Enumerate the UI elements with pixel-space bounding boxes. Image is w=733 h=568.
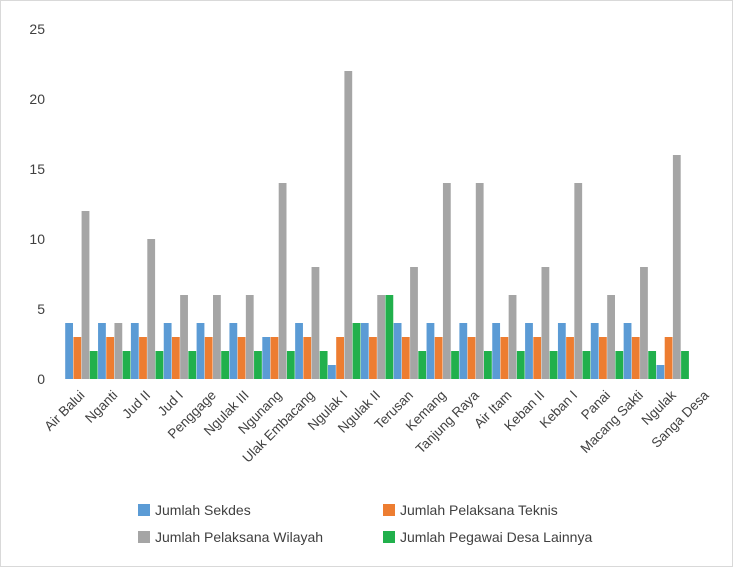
bar [130,323,139,379]
bar [393,323,402,379]
bar [360,323,369,379]
bar [492,323,501,379]
bar [648,351,657,379]
bar [401,337,410,379]
bar [344,71,353,379]
bar [434,337,443,379]
bar [623,323,632,379]
bar [262,337,271,379]
bar [73,337,82,379]
bar [237,337,246,379]
legend-label: Jumlah Pelaksana Wilayah [155,529,323,545]
bar [640,267,648,379]
bar [516,351,525,379]
bar [188,351,197,379]
legend: Jumlah Sekdes Jumlah Pelaksana Teknis Juml… [138,502,592,545]
bar [426,323,435,379]
x-tick-label: Jud II [119,388,153,422]
bar [582,351,591,379]
legend-label: Jumlah Pegawai Desa Lainnya [400,529,592,545]
bar [385,295,394,379]
bar [180,295,188,379]
y-tick-label: 20 [29,91,45,107]
bar [106,337,115,379]
bar [303,337,312,379]
x-tick-label: Air Balui [41,388,87,434]
bar [566,337,574,379]
bar [533,337,542,379]
bar [229,323,238,379]
bar [664,337,673,379]
bar [377,295,386,379]
legend-swatch [138,504,150,516]
bar [681,351,689,379]
bar [278,183,287,379]
bar [599,337,607,379]
y-tick-label: 0 [37,371,45,387]
bar [410,267,418,379]
bar [418,351,427,379]
bar [336,337,344,379]
bar [574,183,583,379]
bar [459,323,468,379]
bar [122,351,131,379]
bar [442,183,451,379]
bar [221,351,229,379]
y-tick-label: 25 [29,21,45,37]
bar [286,351,295,379]
bar [541,267,550,379]
bar [311,267,320,379]
bar [369,337,377,379]
bar [89,351,98,379]
bar [467,337,476,379]
bars [65,71,689,379]
y-tick-label: 15 [29,161,45,177]
bar [155,351,164,379]
bar [204,337,213,379]
y-axis: 0 5 10 15 20 25 [29,21,45,387]
bar [163,323,172,379]
bar [590,323,599,379]
bar [508,295,517,379]
legend-swatch [383,531,395,543]
bar [81,211,90,379]
bar [484,351,492,379]
bar [352,323,361,379]
bar [615,351,624,379]
bar [549,351,558,379]
bar [475,183,484,379]
bar [245,295,254,379]
bar [500,337,509,379]
bar [656,365,665,379]
legend-swatch [383,504,395,516]
bar [607,295,615,379]
legend-label: Jumlah Sekdes [155,502,251,518]
bar [672,155,681,379]
bar [114,323,123,379]
y-tick-label: 10 [29,231,45,247]
legend-swatch [138,531,150,543]
legend-label: Jumlah Pelaksana Teknis [400,502,558,518]
bar [319,351,328,379]
bar [98,323,106,379]
bar [328,365,336,379]
bar [295,323,303,379]
bar [270,337,279,379]
bar [451,351,459,379]
bar [525,323,533,379]
bar [139,337,147,379]
bar [147,239,156,379]
bar [631,337,640,379]
bar [65,323,73,379]
y-tick-label: 5 [37,301,45,317]
bar [196,323,205,379]
bar [557,323,566,379]
bar [213,295,221,379]
bar [254,351,262,379]
x-tick-label: Nganti [82,388,120,426]
bar [171,337,180,379]
